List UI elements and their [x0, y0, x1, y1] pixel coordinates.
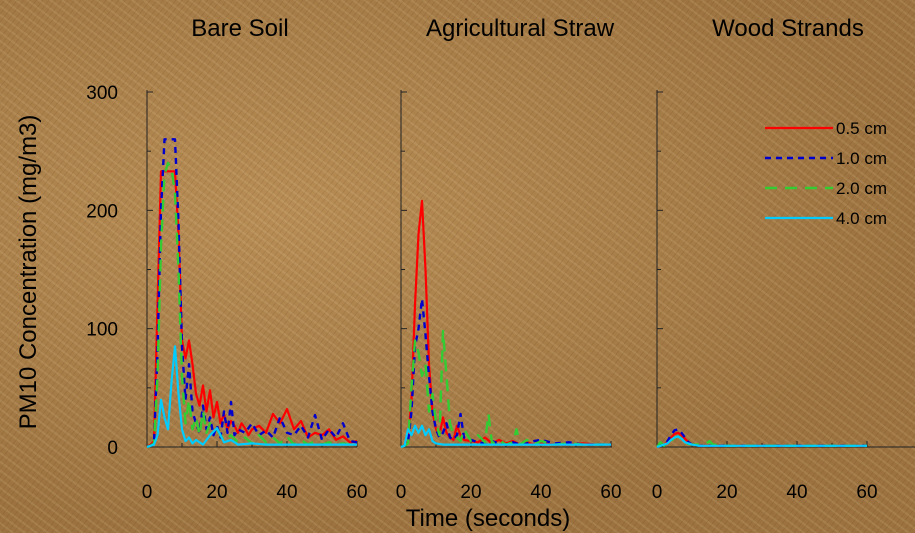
legend-label: 1.0 cm — [836, 149, 887, 168]
series-line-1-0-cm — [146, 138, 358, 449]
y-tick-label: 200 — [86, 201, 118, 222]
series-line-4-0-cm — [656, 435, 867, 449]
y-tick-label: 300 — [86, 83, 118, 104]
x-tick-label: 20 — [206, 482, 227, 503]
x-tick-label: 40 — [530, 482, 551, 503]
series-line-4-0-cm — [400, 424, 611, 449]
x-tick-label: 0 — [396, 482, 407, 503]
series-line-4-0-cm — [146, 345, 357, 449]
legend-label: 4.0 cm — [836, 209, 887, 228]
series-line-1-0-cm — [400, 297, 611, 449]
x-tick-label: 40 — [786, 482, 807, 503]
y-axis-title: PM10 Concentration (mg/m3) — [15, 115, 42, 430]
legend-label: 2.0 cm — [836, 179, 887, 198]
x-tick-label: 40 — [276, 482, 297, 503]
x-tick-label: 60 — [600, 482, 621, 503]
legend-label: 0.5 cm — [836, 119, 887, 138]
panel-title: Bare Soil — [191, 15, 288, 42]
x-tick-label: 60 — [856, 482, 877, 503]
y-tick-label: 0 — [107, 438, 118, 459]
series-line-0-5-cm — [146, 170, 358, 448]
x-axis-title: Time (seconds) — [406, 505, 570, 532]
y-tick-label: 100 — [86, 320, 118, 341]
panel-title: Wood Strands — [712, 15, 864, 42]
x-tick-label: 0 — [142, 482, 153, 503]
series-line-2-0-cm — [400, 329, 611, 449]
x-tick-label: 0 — [652, 482, 663, 503]
x-tick-label: 60 — [346, 482, 367, 503]
x-tick-label: 20 — [716, 482, 737, 503]
panel-title: Agricultural Straw — [426, 15, 615, 42]
x-tick-label: 20 — [460, 482, 481, 503]
